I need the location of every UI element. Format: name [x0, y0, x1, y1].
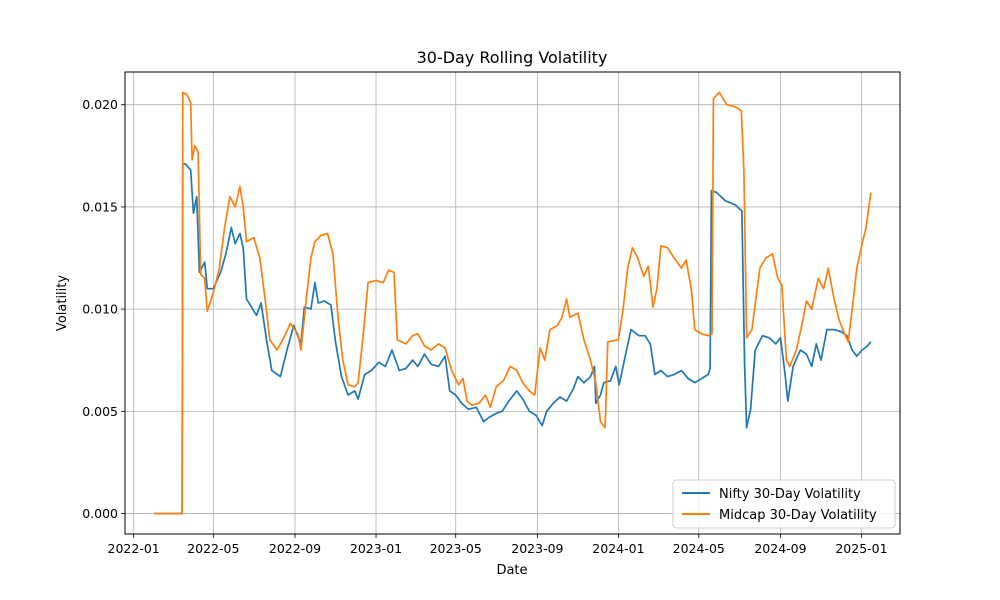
- legend-label-nifty: Nifty 30-Day Volatility: [719, 487, 861, 502]
- x-tick-label: 2023-09: [511, 541, 563, 556]
- legend-label-midcap: Midcap 30-Day Volatility: [719, 508, 877, 523]
- x-tick-label: 2022-09: [269, 541, 321, 556]
- nifty-volatility-line: [154, 163, 872, 515]
- y-axis-label: Volatility: [55, 275, 70, 331]
- x-tick-label: 2025-01: [835, 541, 887, 556]
- chart-title: 30-Day Rolling Volatility: [417, 48, 608, 67]
- y-tick-label: 0.005: [82, 404, 118, 419]
- x-tick-label: 2023-01: [350, 541, 402, 556]
- x-tick-label: 2023-05: [430, 541, 482, 556]
- series-layer: [154, 91, 872, 515]
- x-tick-label: 2024-09: [754, 541, 806, 556]
- midcap-volatility-line: [154, 91, 872, 515]
- x-tick-label: 2022-05: [187, 541, 239, 556]
- axis-layer: 2022-01 2022-05 2022-09 2023-01 2023-05 2023-…: [82, 97, 887, 556]
- x-tick-label: 2024-01: [592, 541, 644, 556]
- y-tick-label: 0.015: [82, 199, 118, 214]
- plot-frame: [124, 71, 901, 535]
- x-axis-label: Date: [496, 563, 527, 578]
- x-tick-label: 2024-05: [673, 541, 725, 556]
- x-tick-label: 2022-01: [108, 541, 160, 556]
- legend-box: [672, 479, 896, 529]
- y-tick-label: 0.020: [82, 97, 118, 112]
- legend: Nifty 30-Day Volatility Midcap 30-Day Vo…: [672, 479, 896, 529]
- y-tick-label: 0.010: [82, 302, 118, 317]
- y-tick-label: 0.000: [82, 506, 118, 521]
